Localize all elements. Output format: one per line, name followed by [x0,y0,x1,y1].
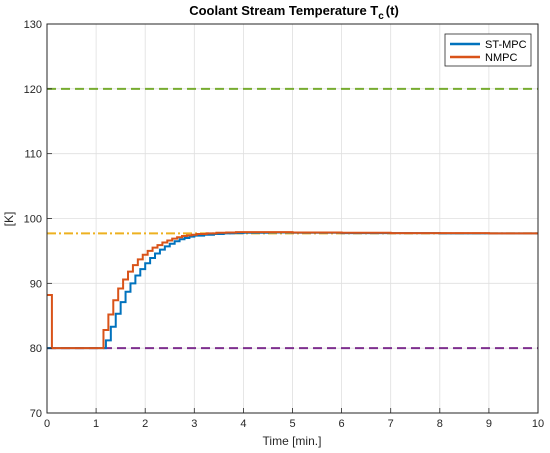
chart-title: Coolant Stream Temperature Tc (t) [189,3,399,22]
series-line-nmpc [47,231,538,350]
y-tick-label: 130 [24,19,42,31]
y-tick-label: 80 [30,343,42,355]
x-axis-label: Time [min.] [263,434,322,448]
y-tick-label: 100 [24,214,42,226]
grid [46,23,539,414]
y-tick-label: 110 [24,149,42,161]
x-axis-ticks: 0 1 2 3 4 5 6 7 8 9 10 [44,408,544,430]
legend: ST-MPC NMPC [444,33,532,67]
legend-box [444,33,532,67]
y-tick-label: 120 [24,84,42,96]
x-tick-label: 4 [240,418,246,430]
x-tick-label: 6 [339,418,345,430]
x-tick-label: 8 [437,418,443,430]
x-tick-label: 10 [532,418,544,430]
y-tick-label: 90 [30,278,42,290]
legend-label-nmpc: NMPC [485,52,517,64]
x-tick-label: 5 [289,418,295,430]
x-tick-label: 0 [44,418,50,430]
y-axis-label: [K] [2,212,16,227]
x-tick-label: 7 [388,418,394,430]
x-tick-label: 9 [486,418,492,430]
x-tick-label: 1 [93,418,99,430]
x-tick-label: 2 [142,418,148,430]
y-tick-label: 70 [30,408,42,420]
x-tick-label: 3 [191,418,197,430]
y-axis-ticks: 70 80 90 100 110 120 130 [24,19,52,420]
legend-label-st-mpc: ST-MPC [485,39,527,51]
series-lines [47,231,538,350]
